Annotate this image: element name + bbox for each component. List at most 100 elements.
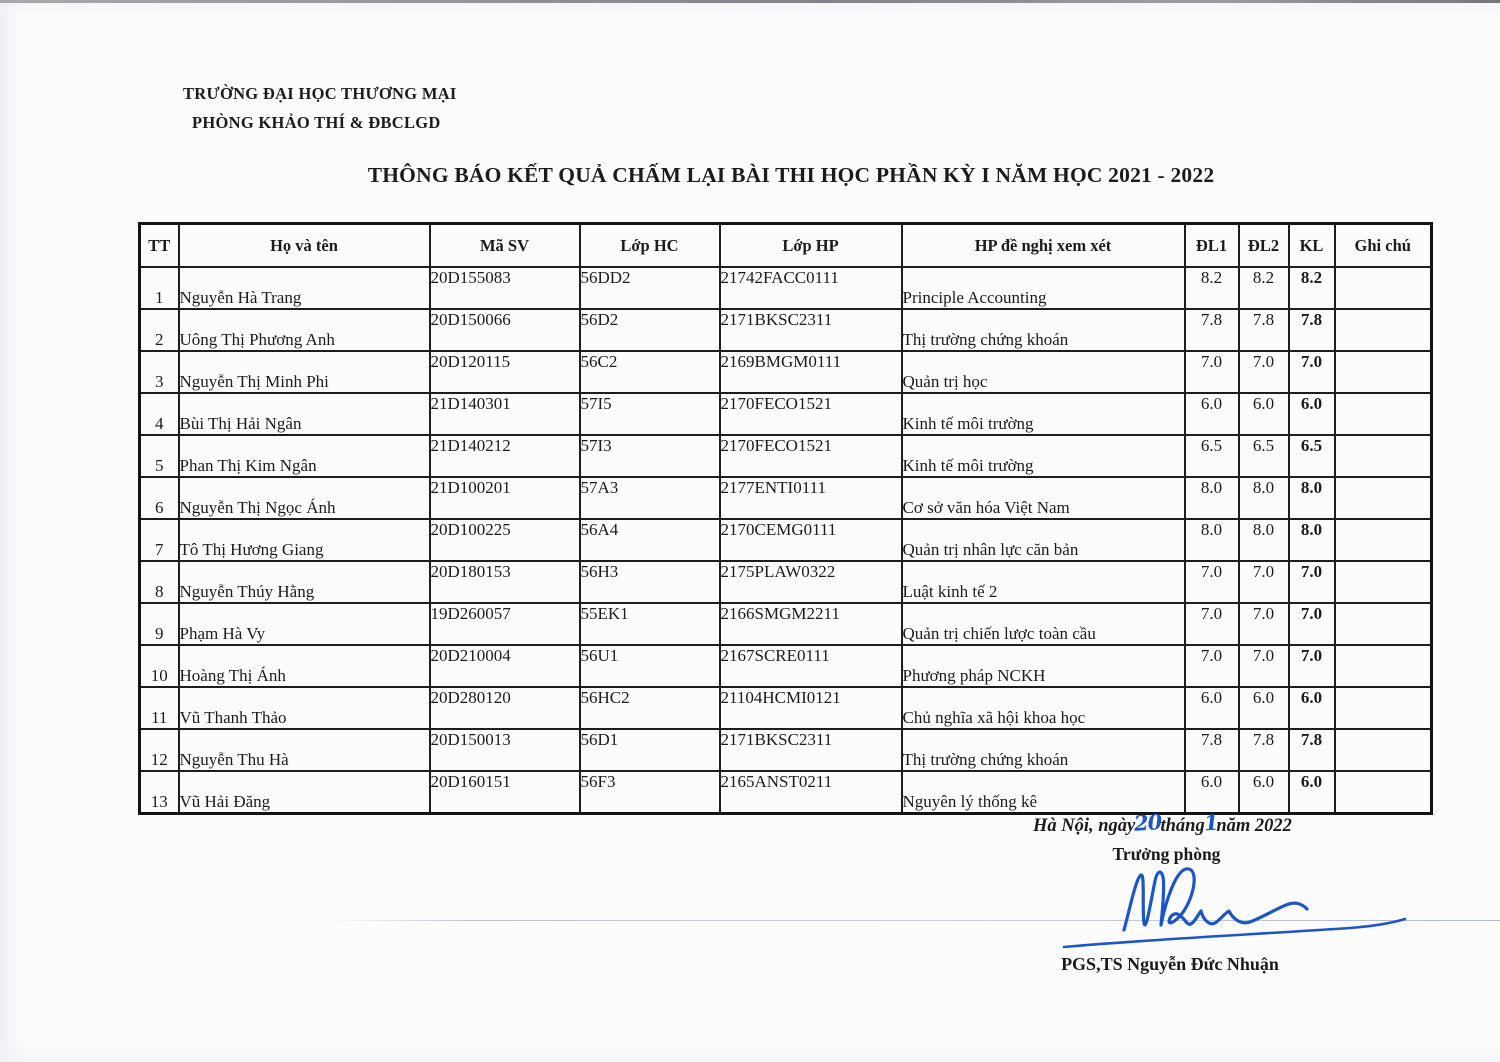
cell-dl1: 7.0 [1183, 350, 1240, 394]
table-row: 13 Vũ Hải Đăng 20D160151 56F3 2165ANST0211 Ng… [138, 770, 1433, 815]
cell-name: Hoàng Thị Ánh [177, 644, 431, 688]
table-header-cell: TT [138, 222, 180, 268]
cell-kl: 7.8 [1287, 728, 1336, 772]
cell-course: Thị trường chứng khoán [900, 308, 1186, 352]
cell-student_id: 20D155083 [428, 266, 581, 310]
cell-class_hc: 56D2 [578, 308, 721, 352]
table-header-cell: HP đề nghị xem xét [900, 222, 1186, 268]
cell-dl2: 7.8 [1237, 728, 1290, 772]
cell-student_id: 21D140212 [428, 434, 581, 478]
table-header-cell: KL [1287, 222, 1336, 268]
cell-class_hp: 21104HCMI0121 [718, 686, 903, 730]
cell-note [1333, 770, 1433, 815]
cell-kl: 6.0 [1287, 770, 1336, 815]
cell-kl: 6.5 [1287, 434, 1336, 478]
cell-tt: 9 [138, 602, 180, 646]
cell-note [1333, 518, 1433, 562]
cell-class_hp: 2175PLAW0322 [718, 560, 903, 604]
signature-scribble [1020, 862, 1420, 962]
table-row: 8 Nguyễn Thúy Hằng 20D180153 56H3 2175PLAW03… [138, 560, 1433, 604]
table-header-cell: ĐL2 [1237, 222, 1290, 268]
cell-name: Phan Thị Kim Ngân [177, 434, 431, 478]
cell-course: Cơ sở văn hóa Việt Nam [900, 476, 1186, 520]
table-header-row: TT Họ và tên Mã SV Lớp HC Lớp HP HP đề nghị x… [138, 222, 1433, 268]
cell-class_hc: 57I5 [578, 392, 721, 436]
cell-class_hc: 57A3 [578, 476, 721, 520]
cell-course: Luật kinh tế 2 [900, 560, 1186, 604]
cell-class_hc: 56HC2 [578, 686, 721, 730]
cell-kl: 7.8 [1287, 308, 1336, 352]
table-row: 5 Phan Thị Kim Ngân 21D140212 57I3 2170FECO1… [138, 434, 1433, 478]
table-row: 12 Nguyễn Thu Hà 20D150013 56D1 2171BKSC2311… [138, 728, 1433, 772]
cell-class_hc: 56F3 [578, 770, 721, 815]
cell-kl: 6.0 [1287, 686, 1336, 730]
cell-kl: 7.0 [1287, 644, 1336, 688]
cell-course: Nguyên lý thống kê [900, 770, 1186, 815]
cell-dl2: 8.2 [1237, 266, 1290, 310]
cell-name: Nguyễn Thúy Hằng [177, 560, 431, 604]
cell-name: Vũ Thanh Thảo [177, 686, 431, 730]
position-title: Trưởng phòng [1112, 844, 1221, 864]
cell-student_id: 21D140301 [428, 392, 581, 436]
department-name: PHÒNG KHẢO THÍ & ĐBCLGD [192, 112, 441, 132]
table-row: 2 Uông Thị Phương Anh 20D150066 56D2 2171BKS… [138, 308, 1433, 352]
cell-name: Bùi Thị Hải Ngân [177, 392, 431, 436]
cell-class_hc: 56DD2 [578, 266, 721, 310]
cell-class_hp: 2171BKSC2311 [718, 728, 903, 772]
table-header-cell: Lớp HP [718, 222, 903, 268]
cell-dl2: 7.0 [1237, 644, 1290, 688]
table-row: 9 Phạm Hà Vy 19D260057 55EK1 2166SMGM2211 Quả… [138, 602, 1433, 646]
cell-student_id: 20D120115 [428, 350, 581, 394]
cell-class_hc: 56C2 [578, 350, 721, 394]
cell-student_id: 20D160151 [428, 770, 581, 815]
cell-name: Uông Thị Phương Anh [177, 308, 431, 352]
cell-dl2: 7.8 [1237, 308, 1290, 352]
cell-class_hc: 56U1 [578, 644, 721, 688]
cell-dl2: 6.0 [1237, 686, 1290, 730]
cell-class_hp: 2170CEMG0111 [718, 518, 903, 562]
cell-name: Tô Thị Hương Giang [177, 518, 431, 562]
cell-course: Kinh tế môi trường [900, 434, 1186, 478]
scan-top-edge-artifact [0, 0, 1500, 3]
cell-name: Nguyễn Thu Hà [177, 728, 431, 772]
cell-dl2: 7.0 [1237, 602, 1290, 646]
table-header-cell: Mã SV [428, 222, 581, 268]
cell-dl1: 8.2 [1183, 266, 1240, 310]
cell-course: Quản trị nhân lực căn bản [900, 518, 1186, 562]
cell-student_id: 20D280120 [428, 686, 581, 730]
cell-tt: 2 [138, 308, 180, 352]
cell-tt: 7 [138, 518, 180, 562]
cell-name: Vũ Hải Đăng [177, 770, 431, 815]
cell-class_hc: 57I3 [578, 434, 721, 478]
cell-note [1333, 644, 1433, 688]
cell-class_hc: 56H3 [578, 560, 721, 604]
cell-class_hp: 2171BKSC2311 [718, 308, 903, 352]
cell-dl1: 7.0 [1183, 560, 1240, 604]
cell-dl1: 6.5 [1183, 434, 1240, 478]
cell-tt: 12 [138, 728, 180, 772]
cell-student_id: 20D210004 [428, 644, 581, 688]
document-title: THÔNG BÁO KẾT QUẢ CHẤM LẠI BÀI THI HỌC P… [367, 163, 1215, 187]
cell-kl: 7.0 [1287, 602, 1336, 646]
cell-course: Chủ nghĩa xã hội khoa học [900, 686, 1186, 730]
cell-student_id: 19D260057 [428, 602, 581, 646]
cell-course: Phương pháp NCKH [900, 644, 1186, 688]
date-mid: tháng [1160, 816, 1205, 836]
cell-kl: 7.0 [1287, 350, 1336, 394]
cell-class_hp: 2166SMGM2211 [718, 602, 903, 646]
cell-dl1: 8.0 [1183, 476, 1240, 520]
table-header-cell: ĐL1 [1183, 222, 1240, 268]
cell-dl2: 6.0 [1237, 770, 1290, 815]
cell-dl2: 7.0 [1237, 350, 1290, 394]
cell-kl: 7.0 [1287, 560, 1336, 604]
cell-dl1: 6.0 [1183, 392, 1240, 436]
cell-class_hc: 56D1 [578, 728, 721, 772]
cell-class_hc: 56A4 [578, 518, 721, 562]
cell-tt: 5 [138, 434, 180, 478]
cell-tt: 6 [138, 476, 180, 520]
cell-dl2: 7.0 [1237, 560, 1290, 604]
cell-note [1333, 350, 1433, 394]
cell-dl2: 8.0 [1237, 518, 1290, 562]
date-suffix: năm 2022 [1216, 816, 1292, 836]
